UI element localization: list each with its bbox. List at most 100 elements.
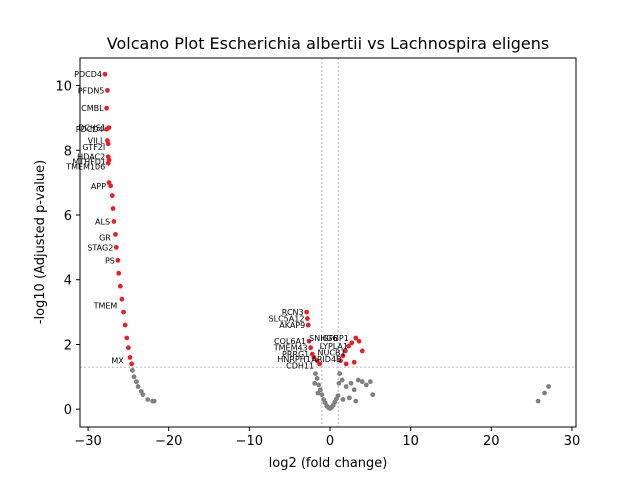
gene-label: STAG2 xyxy=(87,243,113,252)
significant-point xyxy=(317,361,322,367)
nonsignificant-point xyxy=(151,398,157,404)
significant-point xyxy=(119,296,125,302)
gene-label: HDAC2 xyxy=(77,153,105,162)
nonsignificant-point xyxy=(546,384,551,389)
y-tick-label: 2 xyxy=(64,338,72,353)
significant-point xyxy=(116,270,122,276)
significant-point xyxy=(351,359,357,365)
y-tick-label: 8 xyxy=(64,144,72,159)
significant-point xyxy=(125,345,131,351)
significant-point xyxy=(111,219,117,224)
plot-frame xyxy=(79,57,577,428)
gene-label: DCHS1 xyxy=(78,124,106,133)
x-tick-label: −10 xyxy=(236,434,263,449)
gene-label: LYPLA1 xyxy=(320,342,348,351)
nonsignificant-point xyxy=(340,397,346,402)
significant-point xyxy=(356,338,362,344)
significant-point xyxy=(305,322,311,328)
y-tick-label: 0 xyxy=(64,403,72,418)
significant-point xyxy=(308,345,314,351)
nonsignificant-point xyxy=(359,379,365,385)
nonsignificant-point xyxy=(339,377,345,383)
significant-point xyxy=(117,283,123,289)
nonsignificant-point xyxy=(140,392,146,398)
x-tick-label: 30 xyxy=(564,434,581,449)
significant-point xyxy=(349,340,355,346)
gene-label: COL6A1 xyxy=(274,337,306,346)
significant-point xyxy=(105,160,111,166)
gene-label: TMEM xyxy=(93,302,118,311)
significant-point xyxy=(105,87,110,93)
significant-point xyxy=(306,338,312,344)
significant-point xyxy=(104,126,110,132)
nonsignificant-point xyxy=(314,376,320,381)
significant-point xyxy=(102,71,108,77)
y-axis: 0 2 4 6 8 10 xyxy=(55,80,80,418)
nonsignificant-point xyxy=(367,379,373,385)
nonsignificant-point xyxy=(130,367,135,373)
gene-label: MTHFD1 xyxy=(72,158,106,167)
nonsignificant-point xyxy=(135,384,141,389)
gene-label: AKAP9 xyxy=(279,321,305,330)
significant-point xyxy=(353,335,359,341)
nonsignificant-point xyxy=(134,379,139,385)
significant-point xyxy=(110,206,116,211)
significant-point xyxy=(127,355,133,360)
gene-label: GTF2I xyxy=(82,143,105,152)
x-axis-label: log2 (fold change) xyxy=(269,456,388,471)
gene-label: VILL xyxy=(88,137,105,146)
plot-area: PDCD4PFDN5CMBLDCHS1PDCD4VILLGTF2IHDAC2MT… xyxy=(65,57,577,428)
x-tick-label: −30 xyxy=(74,434,101,449)
gene-label: RCN3 xyxy=(282,308,304,317)
significant-point xyxy=(113,244,119,250)
significant-point xyxy=(305,316,310,321)
nonsignificant-point xyxy=(346,395,352,401)
significant-point xyxy=(359,348,365,354)
significant-point xyxy=(122,322,128,328)
x-tick-label: 10 xyxy=(402,434,419,449)
nonsignificant-point xyxy=(370,392,376,398)
nonsignificant-point xyxy=(315,390,321,396)
nonsignificant-point xyxy=(363,382,369,388)
gene-label: MX xyxy=(111,357,124,366)
nonsignificant-point xyxy=(337,371,343,376)
gene-label: PDCD4 xyxy=(74,70,102,79)
gene-label: CMBL xyxy=(81,104,104,113)
significant-point xyxy=(129,361,135,367)
gene-label: ARID4B xyxy=(311,355,341,364)
significant-point xyxy=(346,343,351,349)
gene-label: PRRG1 xyxy=(282,350,309,359)
data-points xyxy=(102,71,551,411)
gene-label: CDH11 xyxy=(286,362,314,371)
nonsignificant-point xyxy=(336,380,342,386)
x-tick-label: 0 xyxy=(326,434,334,449)
gene-label: IGFBP1 xyxy=(320,334,349,343)
nonsignificant-point xyxy=(319,392,325,398)
significant-point xyxy=(115,257,121,263)
gene-label: SLC5A12 xyxy=(269,315,305,324)
significant-point xyxy=(304,309,310,315)
gene-label: HNRPH1 xyxy=(277,355,311,364)
y-axis-label: -log10 (Adjusted p-value) xyxy=(33,160,48,324)
gene-label: GR xyxy=(99,234,111,243)
x-axis: −30 −20 −10 0 10 20 30 xyxy=(74,427,580,449)
significant-point xyxy=(311,355,317,360)
nonsignificant-point xyxy=(353,398,359,404)
gene-label: APP xyxy=(91,182,106,191)
y-tick-label: 6 xyxy=(64,209,72,224)
gene-label: PDCD4 xyxy=(76,125,104,134)
x-tick-label: −20 xyxy=(155,434,182,449)
chart-title: Volcano Plot Escherichia albertii vs Lac… xyxy=(107,34,550,53)
significant-point xyxy=(338,358,343,364)
nonsignificant-point xyxy=(351,387,357,393)
nonsignificant-point xyxy=(343,384,349,389)
nonsignificant-point xyxy=(535,398,541,404)
significant-point xyxy=(105,141,111,147)
y-tick-label: 4 xyxy=(64,274,72,289)
gene-label: PS xyxy=(105,256,115,265)
nonsignificant-point xyxy=(348,380,354,386)
nonsignificant-point xyxy=(355,377,361,383)
significant-point xyxy=(108,183,114,189)
gene-label: PFDN5 xyxy=(78,86,105,95)
